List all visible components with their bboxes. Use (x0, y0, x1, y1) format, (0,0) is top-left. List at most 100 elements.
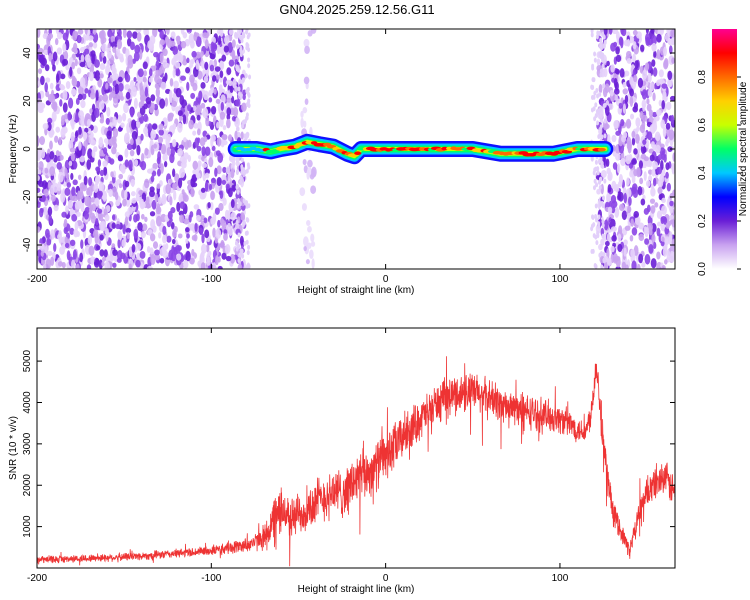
noise-speckle (208, 157, 214, 168)
noise-speckle (97, 159, 102, 167)
noise-speckle (183, 152, 189, 160)
noise-speckle (114, 83, 120, 94)
noise-speckle (202, 32, 209, 39)
noise-speckle (128, 263, 132, 269)
noise-speckle (215, 255, 219, 266)
noise-speckle (173, 225, 178, 234)
noise-speckle (61, 261, 66, 269)
noise-speckle (235, 184, 239, 190)
noise-speckle (188, 33, 195, 44)
noise-speckle (149, 247, 154, 255)
noise-speckle (57, 181, 62, 192)
noise-speckle (87, 134, 94, 145)
noise-speckle (90, 255, 95, 265)
noise-speckle (166, 235, 172, 243)
noise-speckle (62, 42, 67, 53)
noise-speckle (149, 35, 156, 45)
noise-speckle (129, 80, 135, 91)
noise-speckle (635, 167, 641, 178)
noise-speckle (601, 163, 605, 169)
noise-speckle (671, 238, 675, 248)
noise-speckle (65, 81, 71, 89)
noise-speckle (223, 233, 228, 241)
noise-speckle (598, 202, 602, 208)
noise-speckle (645, 33, 651, 44)
noise-speckle (631, 137, 636, 146)
noise-speckle (246, 162, 250, 168)
snr-y-tick-label: 5000 (22, 350, 33, 373)
noise-speckle (152, 162, 158, 170)
noise-speckle (175, 35, 181, 42)
noise-speckle (109, 92, 116, 98)
noise-speckle (668, 129, 675, 140)
noise-speckle (600, 134, 604, 140)
noise-speckle (168, 178, 173, 184)
noise-speckle (84, 48, 90, 55)
noise-speckle (70, 172, 74, 180)
noise-speckle (158, 67, 163, 76)
noise-speckle (615, 153, 621, 161)
spectrogram-y-tick-label: 40 (22, 47, 33, 59)
noise-speckle (168, 90, 173, 101)
noise-speckle (611, 206, 616, 214)
noise-speckle (635, 117, 641, 128)
noise-speckle (643, 156, 650, 162)
noise-speckle (190, 92, 196, 100)
noise-speckle (37, 68, 43, 75)
noise-speckle (164, 36, 170, 45)
noise-speckle (201, 60, 206, 69)
noise-speckle (611, 134, 617, 143)
noise-speckle (171, 57, 177, 66)
noise-speckle (229, 85, 234, 94)
noise-speckle (656, 166, 662, 175)
noise-speckle (303, 245, 307, 252)
noise-speckle (62, 90, 68, 101)
noise-speckle (144, 216, 148, 223)
noise-speckle (146, 265, 153, 269)
noise-speckle (231, 184, 237, 191)
noise-speckle (640, 44, 645, 52)
noise-speckle (175, 61, 181, 69)
noise-speckle (225, 183, 230, 190)
noise-speckle (171, 238, 176, 245)
noise-speckle (640, 198, 646, 206)
noise-speckle (143, 126, 149, 135)
noise-speckle (661, 99, 665, 110)
noise-speckle (597, 214, 601, 220)
noise-speckle (665, 122, 671, 130)
noise-speckle (173, 80, 179, 89)
noise-speckle (230, 168, 235, 179)
noise-speckle (241, 253, 245, 259)
noise-speckle (50, 256, 55, 267)
colorbar-tick-label: 0.8 (697, 70, 708, 84)
noise-speckle (47, 181, 52, 190)
noise-speckle (163, 160, 168, 168)
noise-speckle (638, 253, 644, 264)
noise-speckle (631, 130, 636, 139)
noise-speckle (80, 239, 84, 250)
noise-speckle (101, 261, 105, 267)
noise-speckle (131, 119, 137, 130)
noise-speckle (94, 59, 100, 68)
noise-speckle (130, 179, 136, 187)
noise-speckle (153, 143, 158, 149)
noise-speckle (304, 45, 310, 55)
noise-speckle (607, 184, 612, 193)
noise-speckle (603, 133, 607, 139)
noise-speckle (196, 97, 201, 104)
noise-speckle (245, 217, 249, 223)
noise-speckle (57, 234, 61, 240)
noise-speckle (131, 130, 138, 140)
noise-speckle (87, 35, 94, 41)
noise-speckle (159, 257, 165, 264)
noise-speckle (595, 109, 599, 115)
noise-speckle (622, 81, 627, 88)
noise-speckle (604, 83, 610, 94)
noise-speckle (87, 235, 93, 245)
noise-speckle (180, 75, 187, 81)
noise-speckle (204, 172, 210, 179)
noise-speckle (233, 107, 239, 118)
noise-speckle (74, 130, 79, 139)
noise-speckle (118, 183, 123, 189)
noise-speckle (193, 233, 198, 242)
